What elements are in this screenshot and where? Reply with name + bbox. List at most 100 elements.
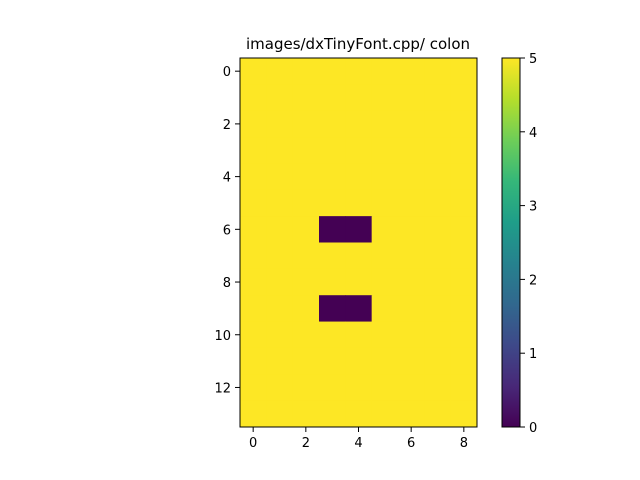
- heatmap-cell: [345, 189, 373, 217]
- heatmap-cell: [240, 216, 267, 243]
- heatmap-cell: [450, 268, 478, 296]
- heatmap-cell: [240, 268, 267, 296]
- heatmap-cell: [345, 216, 373, 243]
- y-tick-label: 6: [223, 223, 231, 238]
- heatmap-plot: 0 2 4 6 8 0 2 4 6 8 10 12: [214, 57, 478, 451]
- heatmap-cell: [398, 242, 425, 270]
- heatmap-cell: [398, 374, 425, 402]
- heatmap-cell: [398, 110, 425, 138]
- heatmap-cell: [398, 137, 425, 164]
- heatmap-cell: [292, 347, 320, 375]
- heatmap-cell: [398, 268, 425, 296]
- heatmap-cell: [266, 216, 294, 243]
- heatmap-cell: [371, 189, 399, 217]
- x-tick-label: 4: [354, 436, 362, 451]
- heatmap-cell: [266, 347, 294, 375]
- heatmap-cell: [398, 321, 425, 349]
- heatmap-cell: [450, 137, 478, 164]
- heatmap-cell: [240, 242, 267, 270]
- heatmap-cell: [424, 189, 452, 217]
- heatmap-cell: [292, 84, 320, 112]
- heatmap-cell: [450, 242, 478, 270]
- heatmap-cell: [292, 374, 320, 402]
- heatmap-cell: [424, 216, 452, 243]
- heatmap-cell: [319, 347, 346, 375]
- heatmap-cell: [319, 216, 346, 243]
- heatmap-cell: [345, 137, 373, 164]
- heatmap-cell: [345, 400, 373, 428]
- colorbar: 0 1 2 3 4 5: [501, 52, 537, 436]
- heatmap-cell: [450, 321, 478, 349]
- heatmap-cell: [371, 268, 399, 296]
- heatmap-cell: [292, 321, 320, 349]
- chart-title: images/dxTinyFont.cpp/ colon: [246, 35, 470, 53]
- heatmap-cell: [240, 321, 267, 349]
- heatmap-cell: [292, 163, 320, 191]
- heatmap-cell: [240, 189, 267, 217]
- y-tick-label: 0: [223, 65, 231, 80]
- heatmap-cell: [424, 321, 452, 349]
- heatmap-cell: [240, 84, 267, 112]
- heatmap-cell: [266, 242, 294, 270]
- heatmap-cell: [292, 137, 320, 164]
- x-tick-label: 8: [460, 436, 468, 451]
- heatmap-cell: [424, 347, 452, 375]
- heatmap-cell: [240, 295, 267, 323]
- heatmap-cell: [319, 163, 346, 191]
- heatmap-cell: [266, 321, 294, 349]
- heatmap-cell: [450, 84, 478, 112]
- heatmap-cell: [398, 347, 425, 375]
- heatmap-cell: [450, 295, 478, 323]
- heatmap-cell: [450, 58, 478, 85]
- heatmap-cell: [424, 110, 452, 138]
- heatmap-cell: [424, 137, 452, 164]
- heatmap-cell: [240, 58, 267, 85]
- heatmap-cell: [266, 110, 294, 138]
- heatmap-cell: [398, 216, 425, 243]
- heatmap-cell: [345, 163, 373, 191]
- y-tick-label: 8: [223, 276, 231, 291]
- heatmap-cell: [424, 400, 452, 428]
- heatmap-cell: [240, 347, 267, 375]
- heatmap-cell: [398, 58, 425, 85]
- heatmap-cell: [319, 137, 346, 164]
- heatmap-cell: [450, 163, 478, 191]
- heatmap-cell: [424, 295, 452, 323]
- heatmap-cell: [398, 400, 425, 428]
- y-tick-label: 2: [223, 118, 231, 133]
- heatmap-cell: [266, 295, 294, 323]
- heatmap-cell: [371, 58, 399, 85]
- heatmap-cell: [292, 110, 320, 138]
- heatmap-cell: [292, 58, 320, 85]
- heatmap-cell: [345, 242, 373, 270]
- heatmap-cell: [292, 189, 320, 217]
- heatmap-cell: [450, 110, 478, 138]
- heatmap-cell: [319, 84, 346, 112]
- y-tick-label: 4: [223, 171, 231, 186]
- heatmap-cell: [371, 374, 399, 402]
- heatmap-cell: [371, 216, 399, 243]
- heatmap-cell: [240, 110, 267, 138]
- heatmap-cell: [240, 400, 267, 428]
- heatmap-cell: [345, 110, 373, 138]
- heatmap-cell: [292, 400, 320, 428]
- heatmap-cell: [398, 84, 425, 112]
- heatmap-cell: [266, 137, 294, 164]
- heatmap-cell: [424, 58, 452, 85]
- heatmap-cell: [371, 137, 399, 164]
- heatmap-cell: [292, 242, 320, 270]
- heatmap-cell: [292, 295, 320, 323]
- heatmap-cell: [371, 321, 399, 349]
- colorbar-tick-label: 0: [529, 421, 537, 436]
- heatmap-cell: [398, 163, 425, 191]
- heatmap-cell: [450, 374, 478, 402]
- heatmap-cell: [319, 58, 346, 85]
- y-tick-label: 12: [214, 381, 231, 396]
- heatmap-cell: [319, 189, 346, 217]
- heatmap-cell: [371, 242, 399, 270]
- heatmap-cell: [240, 374, 267, 402]
- colorbar-tick-label: 3: [529, 200, 537, 215]
- heatmap-cell: [345, 58, 373, 85]
- heatmap-cell: [345, 347, 373, 375]
